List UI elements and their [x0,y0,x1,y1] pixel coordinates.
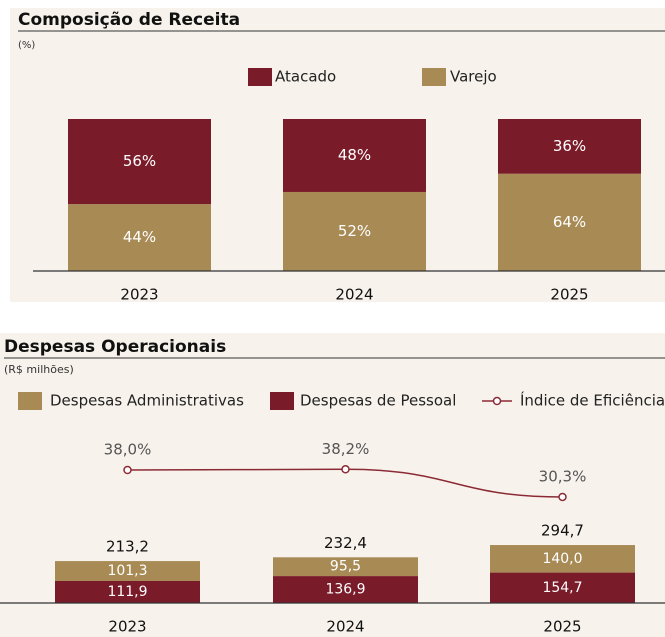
value-label: 38,2% [322,440,370,458]
value-label: 56% [123,152,156,170]
x-tick-label: 2024 [326,618,364,636]
legend-swatch [18,392,42,410]
legend-swatch [422,68,446,86]
total-label: 232,4 [324,534,367,552]
line-marker [558,492,567,502]
bar-segment [55,561,200,581]
bar-segment [498,119,641,174]
total-label: 213,2 [106,538,149,556]
legend-label: Despesas de Pessoal [300,392,456,410]
legend-label: Varejo [450,68,497,86]
legend-swatch [270,392,294,410]
bar-segment [490,545,635,573]
value-label: 36% [553,137,586,155]
value-label: 30,3% [539,467,587,485]
bar-segment [68,204,211,271]
value-label: 136,9 [325,582,365,598]
legend-label: Despesas Administrativas [50,392,244,410]
value-label: 140,0 [542,551,582,567]
bar-segment [55,580,200,603]
legend-label: Índice de Eficiência [520,391,665,410]
legend-label: Atacado [275,68,336,86]
bar-segment [273,557,418,577]
subtitle: (%) [18,40,35,51]
x-tick-label: 2023 [120,286,158,304]
value-label: 95,5 [330,559,361,575]
value-label: 154,7 [542,580,582,596]
value-label: 48% [338,146,371,164]
bar-segment [283,119,426,192]
bar-segment [490,572,635,603]
value-label: 52% [338,222,371,240]
x-tick-label: 2025 [550,286,588,304]
bar-segment [68,119,211,205]
chart-title: Despesas Operacionais [4,337,226,357]
x-tick-label: 2025 [543,618,581,636]
x-tick-label: 2024 [335,286,373,304]
bar-segment [273,576,418,603]
value-label: 111,9 [107,584,147,600]
value-label: 44% [123,228,156,246]
line-marker [341,465,350,474]
line-marker [123,465,132,475]
x-tick-label: 2023 [108,618,146,636]
subtitle: (R$ milhões) [4,363,74,376]
value-label: 64% [553,213,586,231]
bar-segment [498,173,641,271]
value-label: 101,3 [107,563,147,579]
total-label: 294,7 [541,522,584,540]
chart-title: Composição de Receita [18,10,240,30]
value-label: 38,0% [104,441,152,459]
bar-segment [283,191,426,271]
legend-swatch [248,68,272,86]
legend-marker [492,396,502,406]
